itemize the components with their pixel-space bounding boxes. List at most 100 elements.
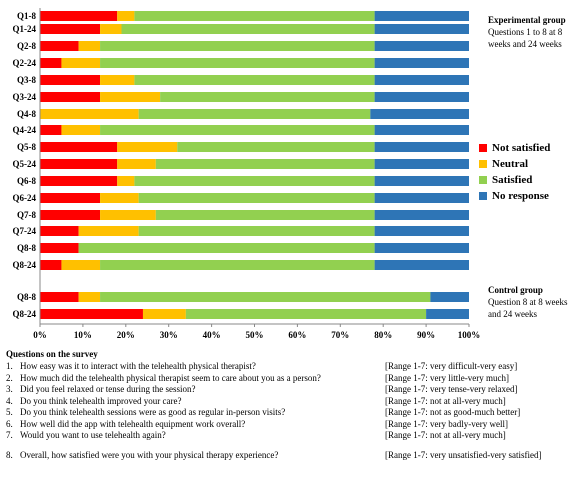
bar-segment-no-response-q2-8-experimental — [374, 41, 469, 51]
question-text: Did you feel relaxed or tense during the… — [20, 384, 196, 394]
questions-heading: Questions on the survey — [6, 349, 98, 359]
legend-label-neutral: Neutral — [492, 158, 529, 170]
bar-segment-neutral-q5-8-experimental — [117, 142, 178, 152]
x-tick-label: 90% — [417, 330, 435, 340]
legend-label-not-satisfied: Not satisfied — [492, 142, 551, 154]
question-text: How easy was it to interact with the tel… — [20, 361, 256, 371]
x-tick-label: 100% — [458, 330, 480, 340]
bars-layer — [40, 11, 469, 319]
question-text: How well did the app with telehealth equ… — [20, 418, 246, 429]
bar-segment-satisfied-q7-24-experimental — [138, 226, 375, 236]
question-number: 8. — [6, 449, 13, 460]
bar-segment-satisfied-q4-8-experimental — [138, 109, 371, 119]
bar-segment-no-response-q3-8-experimental — [374, 75, 469, 85]
bar-segment-not-satisfied-q2-8-experimental — [40, 41, 79, 51]
x-axis: 0% 10% 20% 30% 40% 50% 60% 70% 80% 90% 100% — [33, 8, 480, 340]
bar-segment-not-satisfied-q4-24-experimental — [40, 125, 62, 135]
question-row-6: 6. How well did the app with telehealth … — [6, 419, 572, 431]
bar-segment-not-satisfied-q7-8-experimental — [40, 210, 101, 220]
y-tick-label: Q1-8 — [17, 11, 36, 21]
y-tick-label: Q7-8 — [17, 210, 36, 220]
question-text: Do you think telehealth improved your ca… — [20, 395, 182, 406]
bar-segment-not-satisfied-q3-8-experimental — [40, 75, 101, 85]
y-tick-label: Q6-8 — [17, 176, 36, 186]
y-tick-label: Q8-8 — [17, 243, 36, 253]
bar-segment-no-response-q7-8-experimental — [374, 210, 469, 220]
y-tick-label: Q2-8 — [17, 41, 36, 51]
question-row-4: 4. Do you think telehealth improved your… — [6, 396, 572, 408]
question-text: Do you think telehealth sessions were as… — [20, 407, 286, 417]
question-row-7: 7. Would you want to use telehealth agai… — [6, 430, 572, 442]
y-tick-label: Q8-24 — [13, 260, 37, 270]
experimental-group-note: Experimental group Questions 1 to 8 at 8… — [488, 14, 566, 50]
question-number: 5. — [6, 407, 13, 417]
question-text: Would you want to use telehealth again? — [20, 430, 166, 440]
bar-segment-satisfied-q3-24-experimental — [160, 92, 375, 102]
bar-segment-neutral-q6-8-experimental — [117, 176, 135, 186]
question-number: 3. — [6, 384, 13, 394]
question-row-8: 8. Overall, how satisfied were you with … — [6, 450, 572, 462]
x-tick-label: 70% — [331, 330, 349, 340]
bar-segment-no-response-q8-24-experimental — [374, 260, 469, 270]
control-group-title: Control group — [488, 285, 543, 295]
bar-segment-no-response-q5-8-experimental — [374, 142, 469, 152]
bar-segment-not-satisfied-q2-24-experimental — [40, 58, 62, 68]
bar-segment-satisfied-q2-8-experimental — [100, 41, 375, 51]
control-group-note: Control group Question 8 at 8 weeks and … — [488, 284, 567, 320]
y-tick-label: Q4-8 — [17, 109, 36, 119]
bar-segment-satisfied-q7-8-experimental — [155, 210, 375, 220]
legend-item-neutral: Neutral — [479, 156, 550, 172]
bar-segment-neutral-q1-24-experimental — [100, 24, 122, 34]
bar-segment-satisfied-q8-24-control — [185, 309, 427, 319]
control-group-line-2: and 24 weeks — [488, 309, 537, 319]
question-row-3: 3. Did you feel relaxed or tense during … — [6, 384, 572, 396]
bar-segment-no-response-q2-24-experimental — [374, 58, 469, 68]
bar-segment-not-satisfied-q8-24-control — [40, 309, 143, 319]
bar-segment-not-satisfied-q7-24-experimental — [40, 226, 79, 236]
bar-segment-no-response-q8-8-experimental — [374, 243, 469, 253]
bar-segment-not-satisfied-q1-24-experimental — [40, 24, 101, 34]
y-tick-label: Q6-24 — [13, 193, 37, 203]
bar-segment-no-response-q3-24-experimental — [374, 92, 469, 102]
bar-segment-neutral-q8-8-control — [78, 292, 101, 302]
bar-segment-satisfied-q5-24-experimental — [155, 159, 375, 169]
bar-segment-no-response-q5-24-experimental — [374, 159, 469, 169]
legend-item-satisfied: Satisfied — [479, 172, 550, 188]
x-tick-label: 80% — [374, 330, 392, 340]
question-text: Overall, how satisfied were you with you… — [20, 449, 279, 460]
legend-swatch-neutral — [479, 160, 487, 168]
x-tick-label: 0% — [33, 330, 47, 340]
bar-segment-satisfied-q3-8-experimental — [134, 75, 375, 85]
question-number: 4. — [6, 395, 13, 406]
x-tick-label: 60% — [288, 330, 306, 340]
legend: Not satisfied Neutral Satisfied No respo… — [479, 140, 550, 204]
bar-segment-neutral-q4-8-experimental — [40, 109, 139, 119]
legend-swatch-no-response — [479, 192, 487, 200]
bar-segment-neutral-q7-8-experimental — [100, 210, 156, 220]
question-range: [Range 1-7: not as good-much better] — [385, 407, 521, 417]
bar-segment-not-satisfied-q3-24-experimental — [40, 92, 101, 102]
x-tick-label: 30% — [160, 330, 178, 340]
bar-segment-neutral-q5-24-experimental — [117, 159, 156, 169]
bar-segment-neutral-q1-8-experimental — [117, 11, 135, 21]
question-range: [Range 1-7: not at all-very much] — [385, 430, 506, 440]
bar-segment-neutral-q8-24-experimental — [61, 260, 101, 270]
bar-segment-no-response-q4-24-experimental — [374, 125, 469, 135]
bar-segment-satisfied-q5-8-experimental — [177, 142, 375, 152]
y-tick-label: Q2-24 — [13, 58, 37, 68]
experimental-group-line-1: Questions 1 to 8 at 8 — [488, 27, 563, 37]
bar-segment-neutral-q3-8-experimental — [100, 75, 135, 85]
question-row-1: 1. How easy was it to interact with the … — [6, 361, 572, 373]
question-range: [Range 1-7: very badly-very well] — [385, 418, 508, 429]
bar-segment-satisfied-q8-8-experimental — [78, 243, 375, 253]
bar-segment-no-response-q6-8-experimental — [374, 176, 469, 186]
bar-segment-no-response-q8-24-control — [426, 309, 469, 319]
bar-segment-satisfied-q1-8-experimental — [134, 11, 375, 21]
question-number: 7. — [6, 430, 13, 440]
x-tick-label: 50% — [246, 330, 264, 340]
bar-segment-neutral-q2-24-experimental — [61, 58, 101, 68]
experimental-group-title: Experimental group — [488, 15, 566, 25]
x-tick-label: 20% — [117, 330, 135, 340]
question-range: [Range 1-7: very unsatisfied-very satisf… — [385, 449, 542, 460]
control-group-line-1: Question 8 at 8 weeks — [488, 297, 568, 307]
